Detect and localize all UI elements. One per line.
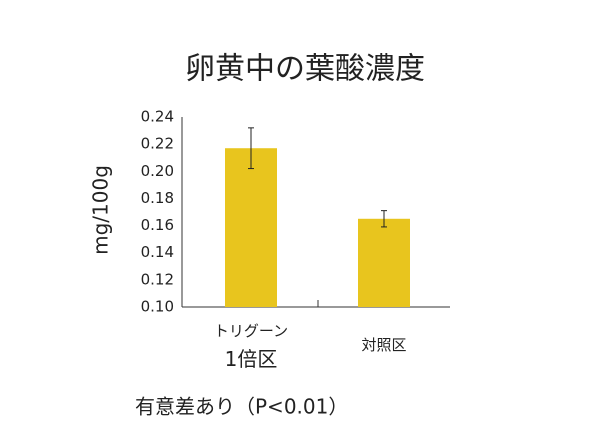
y-tick-label: 0.14 — [141, 243, 174, 261]
y-tick-label: 0.20 — [141, 162, 174, 180]
y-tick-label: 0.18 — [141, 189, 174, 207]
bar — [225, 148, 277, 307]
bar — [358, 218, 410, 307]
y-tick-label: 0.22 — [141, 135, 174, 153]
annotation: 有意差あり（P<0.01） — [135, 395, 348, 419]
y-tick-label: 0.10 — [141, 298, 174, 316]
chart-title: 卵黄中の葉酸濃度 — [185, 52, 425, 87]
y-axis-label: mg/100g — [89, 165, 113, 255]
x-tick-label: トリグーン 1倍区 — [213, 322, 289, 371]
x-tick-label: 対照区 — [361, 336, 407, 354]
y-tick-label: 0.16 — [141, 216, 174, 234]
y-tick-label: 0.24 — [141, 108, 174, 126]
y-tick-label: 0.12 — [141, 270, 174, 288]
